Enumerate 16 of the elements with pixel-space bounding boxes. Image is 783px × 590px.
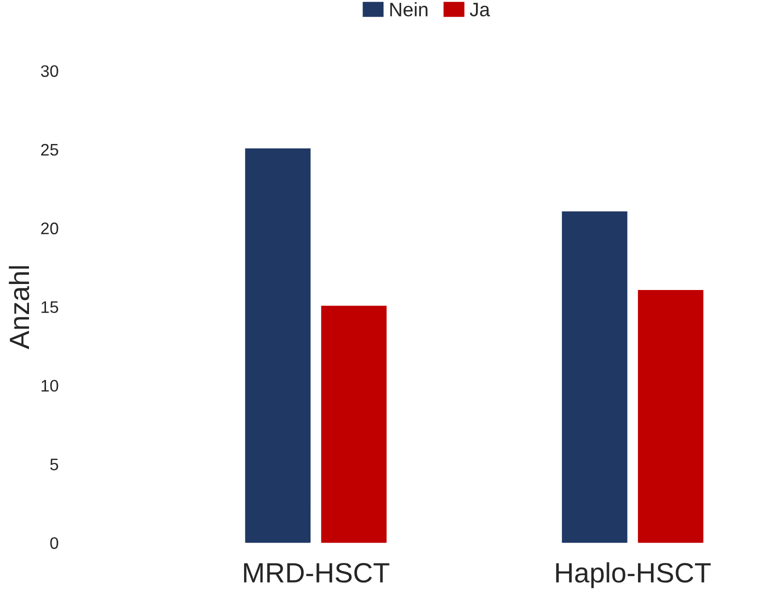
y-tick-label: 10 xyxy=(42,380,58,392)
y-tick-label: 30 xyxy=(40,65,58,78)
y-tick-label: 20 xyxy=(41,222,58,234)
x-tick-label: Haplo-HSCT xyxy=(556,562,711,588)
y-tick-label: 5 xyxy=(50,458,58,470)
bar xyxy=(321,306,387,543)
x-tick-label: MRD-HSCT xyxy=(244,562,390,583)
y-tick-label: 15 xyxy=(42,301,58,314)
bar xyxy=(638,290,704,543)
legend-label: Nein xyxy=(390,2,428,16)
y-tick-label: 25 xyxy=(41,144,58,156)
y-axis-title: Anzahl xyxy=(8,266,30,350)
y-tick-label: 0 xyxy=(50,537,58,550)
bar xyxy=(245,148,311,543)
bar xyxy=(562,211,628,543)
legend-label: Ja xyxy=(470,2,490,16)
